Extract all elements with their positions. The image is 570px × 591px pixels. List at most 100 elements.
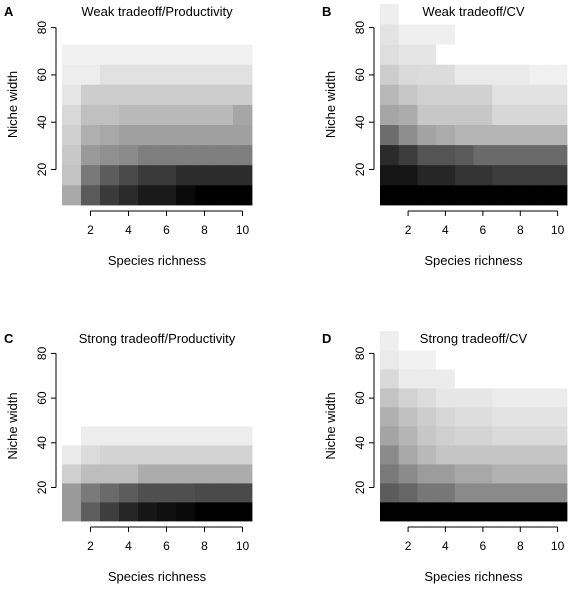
heatmap-cell [529, 184, 549, 206]
heatmap-cell [195, 64, 215, 85]
heatmap-cell [233, 44, 253, 65]
heatmap-cell [233, 483, 253, 503]
heatmap-cell [100, 426, 120, 446]
heatmap-cell [436, 388, 456, 408]
heatmap-cell [510, 369, 530, 389]
heatmap-cell [214, 124, 234, 146]
heatmap-cell [214, 350, 234, 370]
heatmap-cell [492, 84, 512, 105]
heatmap-cell [62, 388, 82, 408]
heatmap-cell [100, 84, 120, 105]
heatmap-cell [380, 464, 400, 484]
heatmap-cell [176, 24, 196, 45]
heatmap-cell [529, 502, 549, 522]
heatmap-cell [62, 502, 82, 522]
heatmap-cell [454, 331, 474, 351]
heatmap-cell [119, 407, 139, 427]
heatmap-cell [62, 64, 82, 85]
heatmap-cell [214, 84, 234, 105]
heatmap-cell [81, 4, 101, 25]
heatmap-cell [454, 388, 474, 408]
heatmap-cell [176, 445, 196, 465]
heatmap-cell [529, 331, 549, 351]
panel-label: B [322, 4, 331, 19]
heatmap-cell [100, 64, 120, 85]
heatmap-cell [492, 124, 512, 146]
heatmap-cell [380, 388, 400, 408]
heatmap-cell [492, 464, 512, 484]
heatmap-cell [417, 464, 437, 484]
x-axis-label: Species richness [108, 569, 207, 584]
panel-label: D [322, 331, 331, 346]
heatmap-cell [436, 483, 456, 503]
heatmap-cell [548, 104, 568, 125]
heatmap-cell [233, 426, 253, 446]
heatmap-cell [62, 4, 82, 25]
y-tick-label: 80 [353, 21, 367, 35]
y-axis-label: Niche width [5, 71, 20, 138]
x-tick-label: 8 [201, 539, 208, 553]
heatmap-cell [436, 144, 456, 166]
heatmap-cell [417, 24, 437, 45]
heatmap-cell [454, 483, 474, 503]
heatmap-cell [195, 4, 215, 25]
heatmap-cell [214, 388, 234, 408]
heatmap-cell [119, 4, 139, 25]
heatmap-cell [548, 44, 568, 65]
heatmap-cell [233, 445, 253, 465]
heatmap-cell [176, 124, 196, 146]
heatmap-cell [195, 124, 215, 146]
heatmap-cell [417, 64, 437, 85]
heatmap-cell [454, 44, 474, 65]
heatmap-cell [157, 64, 177, 85]
heatmap-cell [492, 369, 512, 389]
heatmap-cell [417, 426, 437, 446]
heatmap-cell [473, 350, 493, 370]
heatmap-cell [436, 164, 456, 186]
heatmap-cell [454, 64, 474, 85]
heatmap-cell [473, 24, 493, 45]
heatmap-cell [62, 369, 82, 389]
heatmap-cell [510, 104, 530, 125]
heatmap-cell [138, 44, 158, 65]
heatmap-cell [548, 426, 568, 446]
heatmap-cell [81, 388, 101, 408]
heatmap-cell [473, 464, 493, 484]
heatmap-cell [157, 407, 177, 427]
heatmap-cell [214, 144, 234, 166]
heatmap-cell [157, 24, 177, 45]
heatmap-cell [548, 464, 568, 484]
heatmap-cell [436, 24, 456, 45]
heatmap-cell [62, 331, 82, 351]
heatmap-cell [492, 44, 512, 65]
heatmap-cell [436, 44, 456, 65]
heatmap-cell [548, 4, 568, 25]
heatmap-cell [492, 407, 512, 427]
heatmap-cell [398, 104, 418, 125]
heatmap-cell [233, 331, 253, 351]
heatmap-cell [81, 104, 101, 125]
heatmap-cell [195, 483, 215, 503]
heatmap-cell [417, 407, 437, 427]
heatmap-cell [100, 331, 120, 351]
heatmap-cell [454, 104, 474, 125]
heatmap-cell [81, 331, 101, 351]
heatmap-cell [398, 144, 418, 166]
heatmap-cell [195, 44, 215, 65]
heatmap-cell [529, 164, 549, 186]
heatmap-cell [157, 464, 177, 484]
heatmap-cell [214, 184, 234, 206]
heatmap-cell [138, 164, 158, 186]
heatmap-cell [473, 426, 493, 446]
heatmap-cell [138, 483, 158, 503]
heatmap-cell [138, 445, 158, 465]
heatmap-cell [100, 350, 120, 370]
heatmap-cell [100, 483, 120, 503]
heatmap-cell [492, 350, 512, 370]
heatmap-cell [233, 369, 253, 389]
heatmap-cell [417, 445, 437, 465]
heatmap-cell [454, 24, 474, 45]
heatmap-cell [510, 84, 530, 105]
heatmap-cell [62, 44, 82, 65]
y-tick-label: 20 [35, 481, 49, 495]
